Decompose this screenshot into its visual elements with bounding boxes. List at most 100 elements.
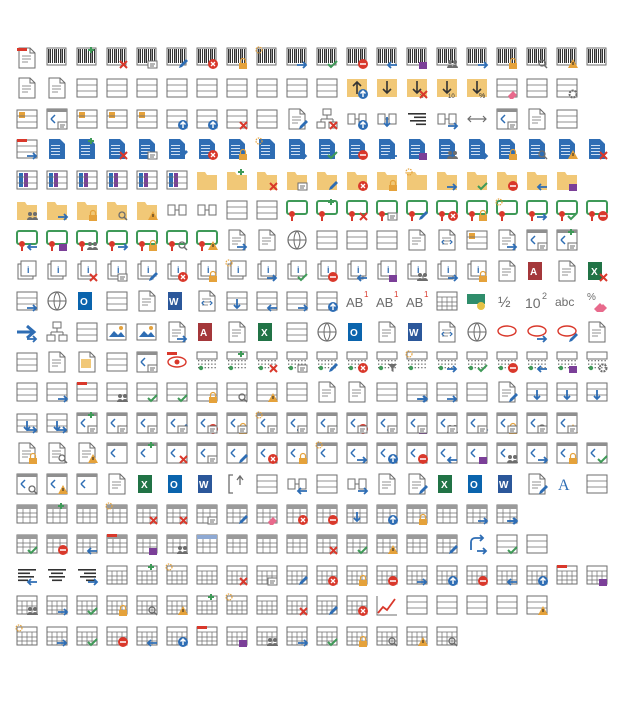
barcode-people-icon	[435, 46, 459, 70]
grid-color-f-icon	[165, 168, 189, 192]
cal-edit-icon	[285, 563, 309, 587]
align-right-icon	[75, 563, 99, 587]
folder-minus-icon	[495, 168, 519, 192]
cal-search2-icon	[375, 624, 399, 648]
grid-blue2-icon	[465, 593, 489, 617]
link-grid-icon	[315, 472, 339, 496]
grid-dots-form-icon	[285, 350, 309, 374]
cal-lock-icon	[345, 563, 369, 587]
grid-plain-icon	[285, 380, 309, 404]
link-box-icon	[255, 472, 279, 496]
arrow-blue-icon	[15, 320, 39, 344]
grid-delete-icon	[225, 107, 249, 131]
outlook-swap-icon: O	[165, 472, 189, 496]
cert-warn-icon	[195, 228, 219, 252]
grid-dots-check-icon	[465, 350, 489, 374]
svg-text:AB: AB	[346, 295, 363, 310]
ab-1-icon: AB 1	[345, 289, 369, 313]
cal-minus-icon	[375, 563, 399, 587]
svg-text:½: ½	[498, 294, 511, 311]
cert-error-icon	[435, 198, 459, 222]
info-purple-icon: i	[375, 259, 399, 283]
cal-lock2-icon	[105, 593, 129, 617]
box-down3-icon	[555, 380, 579, 404]
fs-swap-check-icon	[585, 441, 609, 465]
table-right-icon	[465, 502, 489, 526]
cal-icon	[105, 563, 129, 587]
link-left-icon	[285, 472, 309, 496]
cal-check2-icon	[75, 624, 99, 648]
globe2-icon	[315, 320, 339, 344]
grid-refresh-icon	[15, 380, 39, 404]
svg-text:i: i	[237, 265, 240, 275]
svg-text:i: i	[387, 265, 390, 275]
cert-form-icon	[375, 198, 399, 222]
svg-text:A: A	[558, 477, 570, 494]
form-search-icon	[525, 411, 549, 435]
doc-blue-minus-icon	[345, 137, 369, 161]
svg-text:i: i	[57, 265, 60, 275]
barcode-new-icon	[255, 46, 279, 70]
barcode-minus-icon	[345, 46, 369, 70]
input-box-icon	[285, 320, 309, 344]
image-frame-icon	[135, 320, 159, 344]
grid-form-icon	[495, 107, 519, 131]
folder-people-icon	[15, 198, 39, 222]
table-check2-icon	[345, 532, 369, 556]
table-delete-icon	[135, 502, 159, 526]
grid-color-b-icon	[45, 168, 69, 192]
panel-compare-icon	[375, 228, 399, 252]
grid-color-d-icon	[105, 168, 129, 192]
half-icon: ½	[495, 289, 519, 313]
info-edit-icon: i	[135, 259, 159, 283]
cal-up3-icon	[165, 624, 189, 648]
cal-arrow2-icon	[45, 624, 69, 648]
folder-left-icon	[525, 168, 549, 192]
box-down2-icon	[525, 380, 549, 404]
text-a-icon: A	[555, 472, 579, 496]
link-right-icon	[345, 472, 369, 496]
grid-warn-icon	[255, 380, 279, 404]
cal-delete2-icon	[285, 593, 309, 617]
doc-form-stack-icon	[525, 228, 549, 252]
move-up-icon	[345, 76, 369, 100]
ellipse-doc-icon	[495, 320, 519, 344]
erase-grid-icon	[495, 76, 519, 100]
doc-a3-icon	[225, 320, 249, 344]
folder-right-icon	[45, 198, 69, 222]
form-lock-icon	[225, 411, 249, 435]
grid-warn2-icon	[525, 593, 549, 617]
doc-blue-people-icon	[435, 137, 459, 161]
table-erase-icon	[255, 502, 279, 526]
barcode-delete-icon	[105, 46, 129, 70]
svg-text:W: W	[409, 328, 419, 339]
layout-b-icon	[105, 76, 129, 100]
globe3-icon	[465, 320, 489, 344]
grid-bar-icon	[405, 593, 429, 617]
cert-arrow-icon	[525, 198, 549, 222]
svg-text:1: 1	[364, 290, 369, 299]
folder-purple-icon	[555, 168, 579, 192]
panel-blue-icon	[345, 228, 369, 252]
grid-dots-error-icon	[345, 350, 369, 374]
box-down4-icon	[585, 380, 609, 404]
align-left-icon	[15, 563, 39, 587]
doc-blue-edit-icon	[165, 137, 189, 161]
doc-code2-icon	[195, 289, 219, 313]
info-lock-icon: i	[195, 259, 219, 283]
doc-blue-add-icon	[75, 137, 99, 161]
svg-text:i: i	[447, 265, 450, 275]
doc-yellow-icon	[75, 350, 99, 374]
move-down-icon	[375, 76, 399, 100]
grid-tree-icon	[255, 107, 279, 131]
svg-text:A: A	[200, 328, 207, 339]
table-lock-icon	[405, 502, 429, 526]
form-purple-icon	[405, 411, 429, 435]
grid-lock-icon	[195, 380, 219, 404]
table-add-icon	[45, 502, 69, 526]
svg-text:10: 10	[448, 94, 455, 100]
doc-plain-icon	[495, 259, 519, 283]
doc-blue-warn-icon	[555, 137, 579, 161]
barcode-edit-icon	[165, 46, 189, 70]
table-dots-icon	[75, 502, 99, 526]
